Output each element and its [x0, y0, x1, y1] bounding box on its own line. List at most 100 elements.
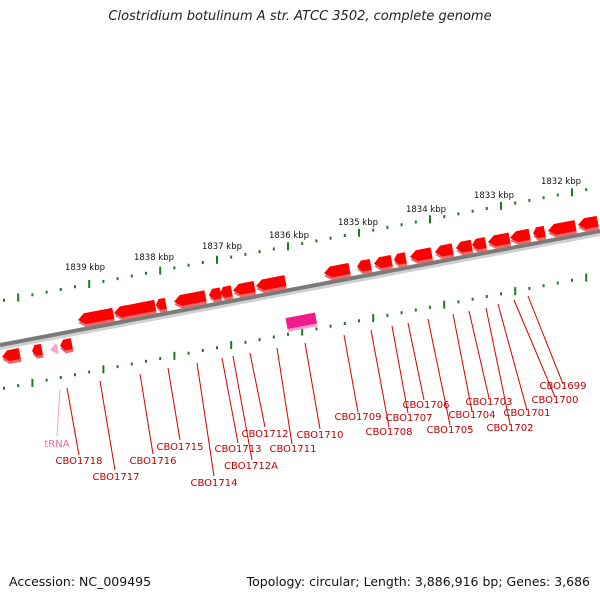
gene-arrow [208, 287, 223, 303]
leader-line [196, 362, 215, 477]
gene-arrow-body [471, 237, 487, 250]
gene-arrow-body [577, 215, 599, 230]
gene-arrow [547, 220, 578, 238]
gene-arrow-body [173, 290, 207, 306]
gene-arrow [113, 299, 157, 321]
kbp-label: 1838 kbp [134, 253, 174, 263]
leader-line [427, 318, 451, 426]
gene-arrow-body [393, 252, 407, 265]
gene-arrow-body [208, 287, 222, 300]
gene-arrow-body [219, 285, 233, 298]
gene-label: CBO1706 [403, 400, 450, 411]
gene-labels: CBO1699 CBO1700 CBO1701 CBO1702 CBO1703 CBO17… [44, 381, 586, 489]
gene-arrow-body [455, 239, 473, 253]
gene-arrow [173, 290, 207, 309]
gene-arrow-body [232, 281, 256, 295]
gene-arrow [434, 243, 455, 260]
genome-backbone [0, 229, 600, 350]
gene-label: CBO1699 [540, 381, 587, 392]
gene-arrow [219, 285, 234, 301]
leader-line [167, 367, 181, 441]
gene-arrow-body [113, 299, 157, 318]
leader-line [468, 310, 490, 399]
leader-line [452, 313, 473, 412]
leader-line [513, 299, 556, 398]
gene-arrow [2, 348, 22, 364]
leader-line [139, 373, 154, 455]
gene-label: CBO1712 [242, 429, 289, 440]
gene-label: CBO1707 [386, 413, 433, 424]
gene-arrow-body [323, 262, 351, 278]
gene-label: CBO1715 [157, 442, 204, 453]
leader-line [485, 307, 511, 425]
gene-arrow-body [32, 343, 43, 356]
gene-arrow [255, 275, 288, 294]
gene-label: CBO1718 [56, 456, 103, 467]
leader-line [343, 334, 359, 413]
leader-line [304, 342, 321, 430]
gene-label: CBO1710 [297, 430, 344, 441]
gene-arrow-body [2, 348, 21, 362]
kbp-label: 1833 kbp [474, 191, 514, 201]
gene-arrow [471, 237, 488, 253]
gene-arrow-body [155, 297, 167, 310]
gene-arrow-body [487, 232, 511, 247]
gene-label: CBO1700 [532, 395, 579, 406]
kbp-label: 1835 kbp [338, 218, 378, 228]
leader-line [66, 387, 80, 456]
kbp-tick-labels: 1832 kbp 1833 kbp 1834 kbp 1835 kbp 1836 kbp… [65, 177, 581, 273]
leader-line [99, 380, 116, 471]
kbp-label: 1836 kbp [269, 231, 309, 241]
gene-arrow [393, 252, 408, 268]
leader-line [221, 357, 239, 444]
rrna-feature [285, 312, 318, 332]
gene-arrow-body [547, 220, 577, 235]
kbp-label: 1834 kbp [406, 205, 446, 215]
backbone-line [0, 229, 600, 347]
gene-arrow [77, 307, 115, 328]
gene-label: CBO1717 [93, 472, 140, 483]
trna-leader-line [56, 389, 61, 437]
gene-arrow [509, 228, 532, 245]
leader-line [249, 352, 266, 428]
gene-label: CBO1708 [366, 427, 413, 438]
trna-label: tRNA [44, 439, 69, 450]
gene-arrow-body [77, 307, 115, 325]
gene-arrow-body [532, 225, 546, 239]
gene-label: CBO1705 [427, 425, 474, 436]
label-leaders [56, 295, 564, 477]
gene-arrow [232, 281, 257, 298]
gene-label: CBO1713 [215, 444, 262, 455]
kbp-label: 1839 kbp [65, 263, 105, 273]
kbp-label: 1837 kbp [202, 242, 242, 252]
leader-line [391, 325, 409, 414]
leader-line [276, 347, 293, 445]
gene-label: CBO1704 [449, 410, 496, 421]
kbp-label: 1832 kbp [541, 177, 581, 187]
gene-label: CBO1709 [335, 412, 382, 423]
gene-label: CBO1714 [191, 478, 238, 489]
trna-feature [50, 343, 59, 354]
gene-arrow [455, 239, 474, 256]
gene-arrow [373, 254, 394, 271]
gene-arrow [409, 247, 434, 264]
gene-label: CBO1703 [466, 397, 513, 408]
gene-label: CBO1716 [130, 456, 177, 467]
leader-line [527, 295, 564, 385]
gene-arrow-body [509, 228, 531, 243]
gene-arrow [356, 258, 373, 275]
gene-arrow [532, 225, 547, 242]
gene-arrow-body [434, 243, 454, 257]
gene-arrow-body [356, 258, 372, 272]
gene-arrow [487, 232, 512, 250]
gene-label: CBO1702 [487, 423, 534, 434]
gene-arrow [577, 215, 600, 233]
gene-arrow [32, 343, 44, 359]
gene-arrow-body [60, 338, 73, 351]
gene-label: CBO1711 [270, 444, 317, 455]
genome-summary-text: Topology: circular; Length: 3,886,916 bp… [246, 574, 590, 589]
rrna-body [285, 312, 318, 329]
accession-text: Accession: NC_009495 [9, 574, 152, 589]
gene-arrow-body [373, 254, 393, 268]
